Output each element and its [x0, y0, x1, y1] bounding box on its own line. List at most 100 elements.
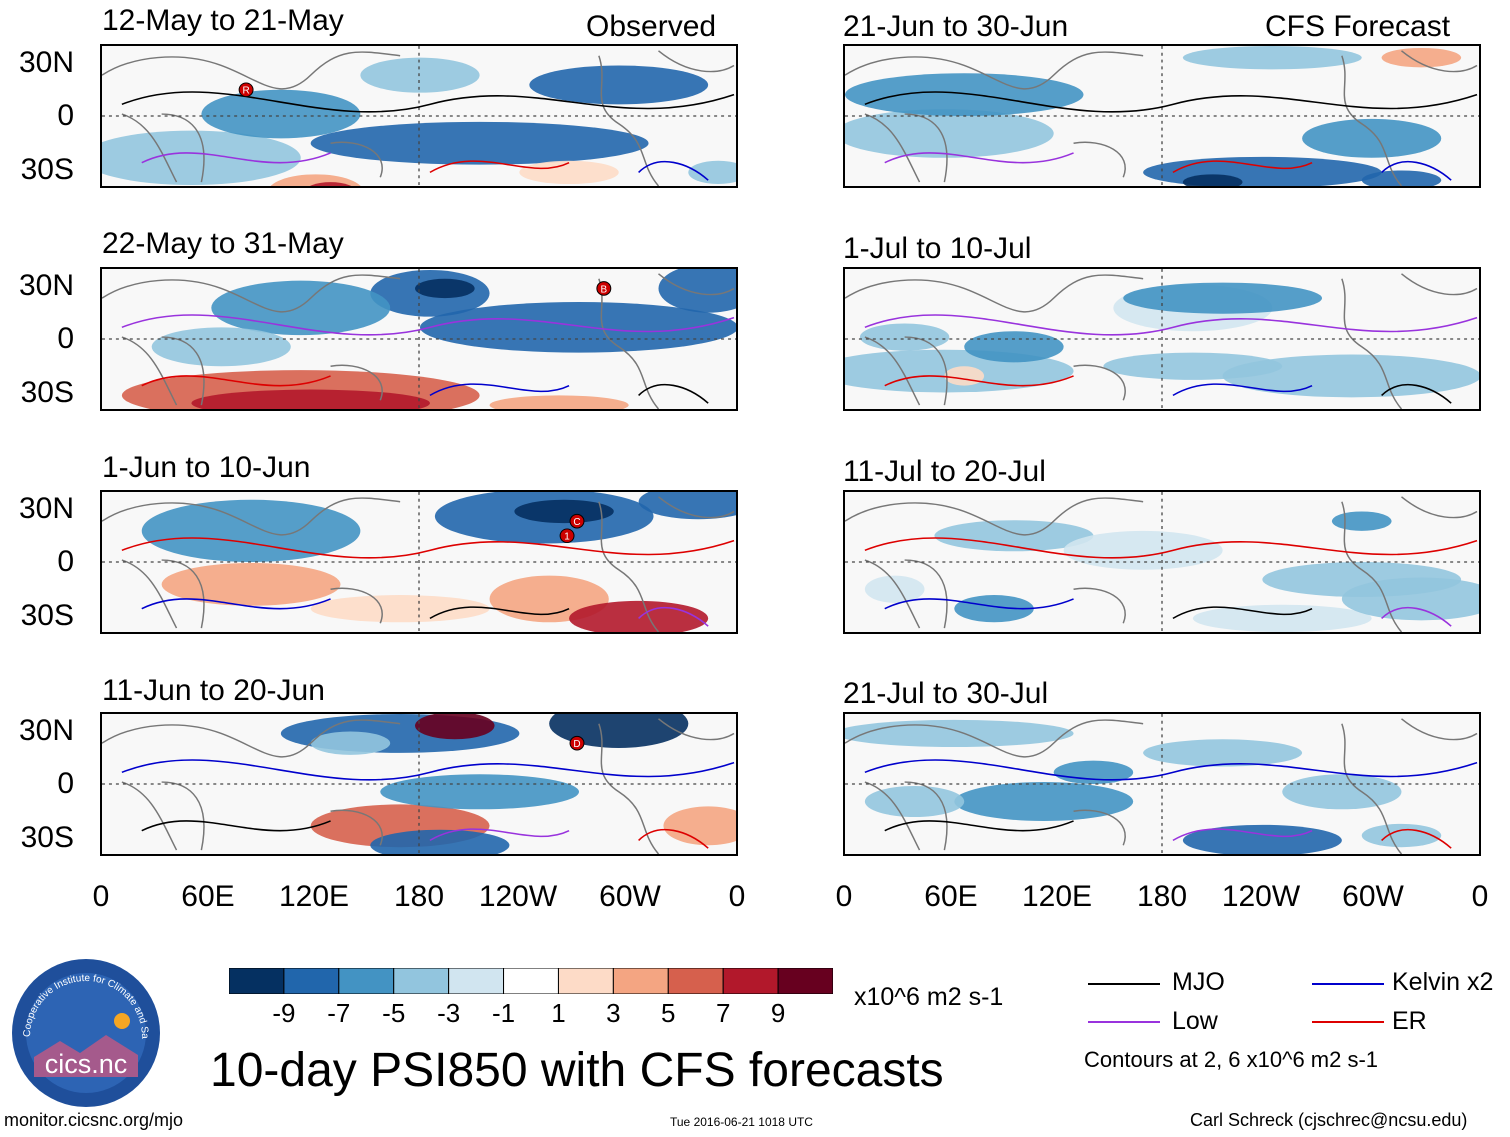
anomaly-blob — [514, 499, 614, 524]
y-tick-label: 30S — [20, 599, 74, 632]
website-link[interactable]: monitor.cicsnc.org/mjo — [4, 1110, 184, 1130]
anomaly-blob — [1192, 604, 1372, 632]
colorbar-swatch — [283, 967, 340, 995]
coastline-layer — [102, 496, 735, 632]
legend-label-kelvin: Kelvin x2 — [1392, 968, 1494, 996]
coastline — [845, 274, 1144, 313]
contour-line — [1172, 160, 1313, 174]
y-tick-label: 30N — [18, 46, 74, 79]
storm-marker-label: 1 — [564, 532, 570, 543]
contour-line — [884, 820, 1074, 832]
anomaly-blob — [845, 109, 1054, 158]
x-tick-label: 60W — [1342, 880, 1404, 913]
anomaly-blob — [1053, 760, 1134, 784]
contour-line — [429, 383, 570, 397]
x-tick-label: 0 — [728, 880, 746, 913]
contour-layer — [121, 759, 735, 849]
contour-line — [864, 759, 1478, 781]
storm-marker-layer: B — [596, 281, 612, 296]
contour-line — [864, 91, 1478, 113]
coastline — [904, 113, 948, 183]
colorbar-tick-label: 9 — [770, 998, 786, 1028]
legend-label-mjo: MJO — [1172, 968, 1225, 996]
x-tick-label: 60W — [599, 880, 661, 913]
anomaly-blob — [310, 731, 391, 755]
panel-title: 1-Jun to 10-Jun — [102, 451, 311, 484]
legend-label-er: ER — [1392, 1007, 1427, 1035]
coastline — [102, 497, 401, 536]
anomaly-blob — [964, 331, 1064, 363]
contour-line — [1172, 606, 1313, 620]
contour-line — [1381, 383, 1452, 404]
y-tick-label: 0 — [57, 322, 74, 355]
anomaly-blob — [1302, 118, 1442, 158]
anomaly-blob — [845, 73, 1084, 116]
contour-line — [1172, 828, 1313, 842]
colorbar-swatch — [448, 967, 505, 995]
storm-marker — [569, 735, 585, 751]
colorbar-tick-label: -7 — [327, 998, 351, 1028]
coastline — [1401, 718, 1478, 741]
contour-layer — [864, 759, 1478, 849]
x-tick-label: 0 — [1471, 880, 1489, 913]
coastline — [161, 781, 205, 851]
coastline — [330, 364, 383, 401]
anomaly-blob — [954, 782, 1134, 821]
coastline — [121, 113, 178, 183]
anomaly-blob — [415, 278, 475, 299]
coastline — [1073, 587, 1126, 624]
coastline — [845, 719, 1144, 758]
panel-title: 21-Jun to 30-Jun — [843, 10, 1069, 43]
coastline — [102, 719, 401, 758]
colorbar-tick-label: -1 — [491, 998, 516, 1028]
colorbar-swatch — [777, 967, 834, 995]
anomaly-blob — [161, 562, 341, 606]
coastline — [658, 496, 735, 519]
x-tick-label: 60E — [924, 880, 978, 913]
coastline — [121, 781, 178, 851]
coastline — [330, 587, 383, 624]
storm-marker — [238, 82, 254, 98]
coastline — [658, 718, 735, 741]
contour-line — [121, 91, 735, 113]
contour-layer — [121, 91, 735, 181]
anomaly-blob — [360, 57, 480, 93]
contour-line — [884, 598, 1074, 610]
panel-title: 11-Jul to 20-Jul — [843, 455, 1046, 488]
anomaly-blob — [1331, 511, 1392, 531]
anomaly-blob — [1361, 170, 1442, 186]
coastline-layer — [845, 273, 1478, 409]
anomaly-blob — [151, 327, 291, 367]
x-tick-label: 0 — [835, 880, 853, 913]
legend-line-mjo — [1088, 983, 1160, 985]
storm-marker-label: C — [573, 517, 580, 528]
storm-marker-label: R — [242, 86, 249, 97]
panel-tag: CFS Forecast — [1265, 10, 1451, 43]
storm-marker-layer: D — [569, 735, 585, 751]
y-tick-label: 30S — [20, 376, 74, 409]
coastline — [864, 113, 921, 183]
anomaly-blob — [310, 121, 649, 165]
coastline — [845, 497, 1144, 536]
contour-layer — [864, 91, 1478, 181]
coastline — [864, 781, 921, 851]
x-tick-label: 180 — [1136, 880, 1188, 913]
contour-line — [429, 160, 570, 174]
field-layer — [102, 46, 736, 186]
contour-line — [429, 606, 570, 620]
cics-logo: Cooperative Institute for Climate and Sa… — [7, 949, 162, 1109]
coastline — [330, 809, 383, 846]
colorbar-tick-label: -5 — [382, 998, 406, 1028]
contour-line — [638, 160, 709, 181]
colorbar-tick-label: -9 — [272, 998, 296, 1028]
anomaly-blob — [310, 595, 490, 623]
contour-line — [1172, 383, 1313, 397]
contour-layer — [121, 537, 735, 627]
anomaly-blob — [420, 302, 736, 353]
coastline — [904, 781, 948, 851]
storm-marker-label: D — [573, 739, 580, 750]
coastline — [1073, 141, 1126, 178]
anomaly-blob — [1381, 47, 1462, 68]
x-tick-label: 120E — [1021, 880, 1093, 913]
